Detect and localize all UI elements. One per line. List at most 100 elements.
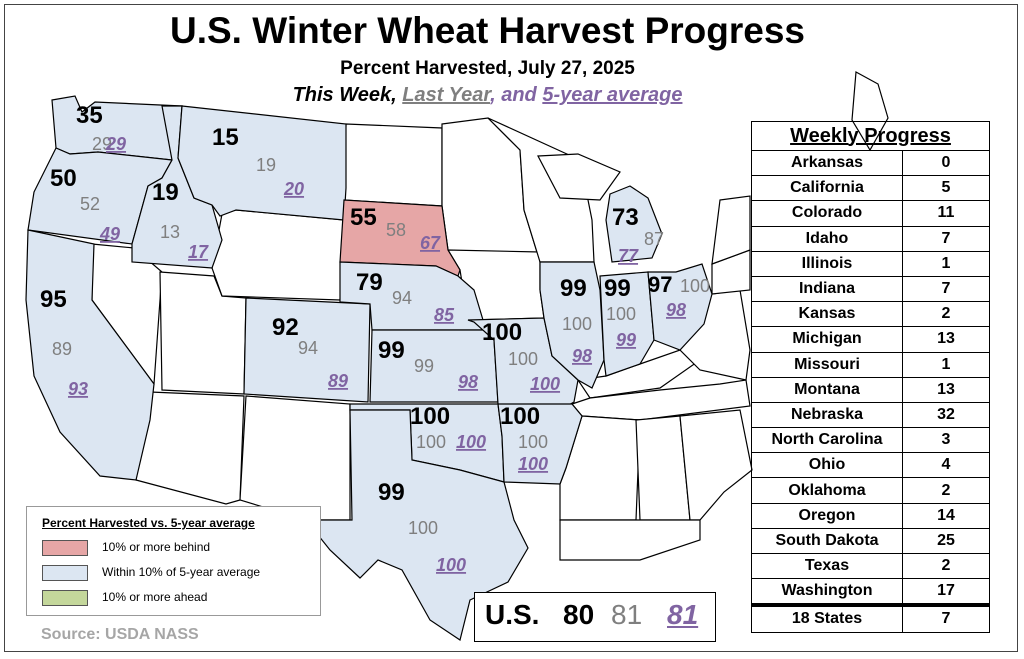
label-illinois-this-week: 99 — [560, 275, 587, 302]
label-oklahoma-last-year: 100 — [416, 432, 446, 452]
weekly-progress-header: Weekly Progress — [751, 121, 990, 151]
table-cell-state: Illinois — [751, 250, 903, 277]
legend-swatch — [42, 540, 88, 556]
label-montana-avg: 20 — [283, 179, 304, 199]
key-5yr-avg: 5-year average — [542, 84, 683, 106]
label-missouri-avg: 100 — [530, 374, 560, 394]
label-nebraska-avg: 85 — [434, 305, 455, 325]
table-cell-state: Indiana — [751, 275, 903, 303]
state-shape-ohio — [647, 263, 713, 351]
label-california-last-year: 89 — [52, 339, 72, 359]
table-cell-value: 13 — [902, 376, 990, 403]
legend-swatch — [42, 590, 88, 606]
table-row: South Dakota 25 — [751, 527, 990, 555]
label-washington-avg: 29 — [105, 134, 126, 154]
table-cell-value: 5 — [902, 175, 990, 202]
table-total-row: 18 States 7 — [751, 603, 990, 633]
table-cell-value: 25 — [902, 527, 990, 555]
map-subtitle: Percent Harvested, July 27, 2025 — [340, 58, 635, 79]
table-row: Arkansas 0 — [751, 149, 990, 177]
label-nebraska-this-week: 79 — [356, 269, 383, 296]
table-row: Oregon 14 — [751, 502, 990, 529]
legend-title: Percent Harvested vs. 5-year average — [42, 516, 255, 530]
label-texas-last-year: 100 — [408, 518, 438, 538]
table-cell-state: Arkansas — [751, 149, 903, 177]
state-shape-illinois — [539, 261, 605, 389]
table-row: Texas 2 — [751, 552, 990, 580]
table-cell-state: Washington — [751, 578, 903, 606]
table-row: Indiana 7 — [751, 275, 990, 303]
table-row: Washington 17 — [751, 578, 990, 606]
state-shape-unreported — [343, 123, 443, 207]
label-south-dakota-avg: 67 — [420, 233, 441, 253]
map-key-line: This Week, Last Year, and 5-year average — [0, 84, 975, 107]
table-cell-value: 4 — [902, 452, 990, 479]
label-california-avg: 93 — [68, 379, 88, 399]
state-shape-unreported — [711, 195, 751, 265]
table-cell-value: 17 — [902, 578, 990, 606]
us-total-this-week: 80 — [563, 599, 595, 630]
table-row: Illinois 1 — [751, 250, 990, 277]
label-arkansas-this-week: 100 — [500, 403, 540, 430]
table-row: Nebraska 32 — [751, 401, 990, 429]
table-row: Michigan 13 — [751, 326, 990, 353]
us-total-box: U.S. 80 81 81 — [474, 592, 716, 642]
table-cell-value: 1 — [902, 250, 990, 277]
label-indiana-last-year: 100 — [606, 304, 636, 324]
label-washington-this-week: 35 — [76, 102, 103, 129]
label-michigan-avg: 77 — [618, 246, 639, 266]
table-cell-state: Texas — [751, 552, 903, 580]
label-texas-this-week: 99 — [378, 479, 405, 506]
state-shape-colorado — [243, 297, 371, 403]
legend-label: Within 10% of 5-year average — [102, 565, 261, 579]
key-sep: , — [391, 84, 403, 106]
map-title: U.S. Winter Wheat Harvest Progress — [169, 10, 806, 51]
state-shape-unreported — [135, 391, 245, 505]
label-idaho-this-week: 19 — [152, 179, 179, 206]
table-row: Kansas 2 — [751, 301, 990, 328]
label-indiana-avg: 99 — [616, 330, 636, 350]
us-total-label: U.S. — [485, 599, 540, 630]
legend-label: 10% or more behind — [102, 540, 211, 554]
table-row: Colorado 11 — [751, 200, 990, 227]
table-cell-state: California — [751, 175, 903, 202]
weekly-progress-table: Weekly Progress Arkansas 0 California 5 Colo… — [751, 121, 990, 633]
label-oregon-last-year: 52 — [80, 194, 100, 214]
table-cell-state: Missouri — [751, 351, 903, 378]
table-cell-state: Montana — [751, 376, 903, 403]
table-cell-state: Idaho — [751, 225, 903, 252]
label-kansas-avg: 98 — [458, 372, 478, 392]
label-south-dakota-last-year: 58 — [386, 220, 406, 240]
label-california-this-week: 95 — [40, 286, 67, 313]
table-cell-state: Nebraska — [751, 401, 903, 429]
table-row: Oklahoma 2 — [751, 477, 990, 504]
key-sep: , and — [490, 84, 543, 106]
state-shape-unreported — [239, 395, 351, 521]
label-nebraska-last-year: 94 — [392, 288, 412, 308]
state-shape-montana — [177, 105, 347, 221]
label-illinois-avg: 98 — [572, 346, 592, 366]
table-cell-value: 2 — [902, 477, 990, 504]
state-shape-unreported — [679, 409, 753, 521]
table-cell-value: 3 — [902, 427, 990, 454]
label-ohio-avg: 98 — [666, 300, 686, 320]
state-shape-unreported — [559, 519, 701, 561]
us-total-5yr-avg: 81 — [667, 599, 699, 630]
table-cell-value: 11 — [902, 200, 990, 227]
label-texas-avg: 100 — [436, 555, 466, 575]
state-shape-arkansas — [497, 403, 583, 485]
source-note: Source: USDA NASS — [41, 626, 199, 643]
table-cell-state: North Carolina — [751, 427, 903, 454]
label-arkansas-last-year: 100 — [518, 432, 548, 452]
label-montana-last-year: 19 — [256, 155, 276, 175]
table-cell-state: Kansas — [751, 301, 903, 328]
table-cell-value: 7 — [902, 603, 990, 633]
legend: Percent Harvested vs. 5-year average 10%… — [26, 506, 321, 616]
label-washington-last-year: 29 — [92, 134, 112, 154]
table-cell-state: Ohio — [751, 452, 903, 479]
table-cell-value: 7 — [902, 275, 990, 303]
table-row: Idaho 7 — [751, 225, 990, 252]
us-total-last-year: 81 — [611, 599, 643, 630]
table-cell-value: 13 — [902, 326, 990, 353]
table-cell-state: South Dakota — [751, 527, 903, 555]
